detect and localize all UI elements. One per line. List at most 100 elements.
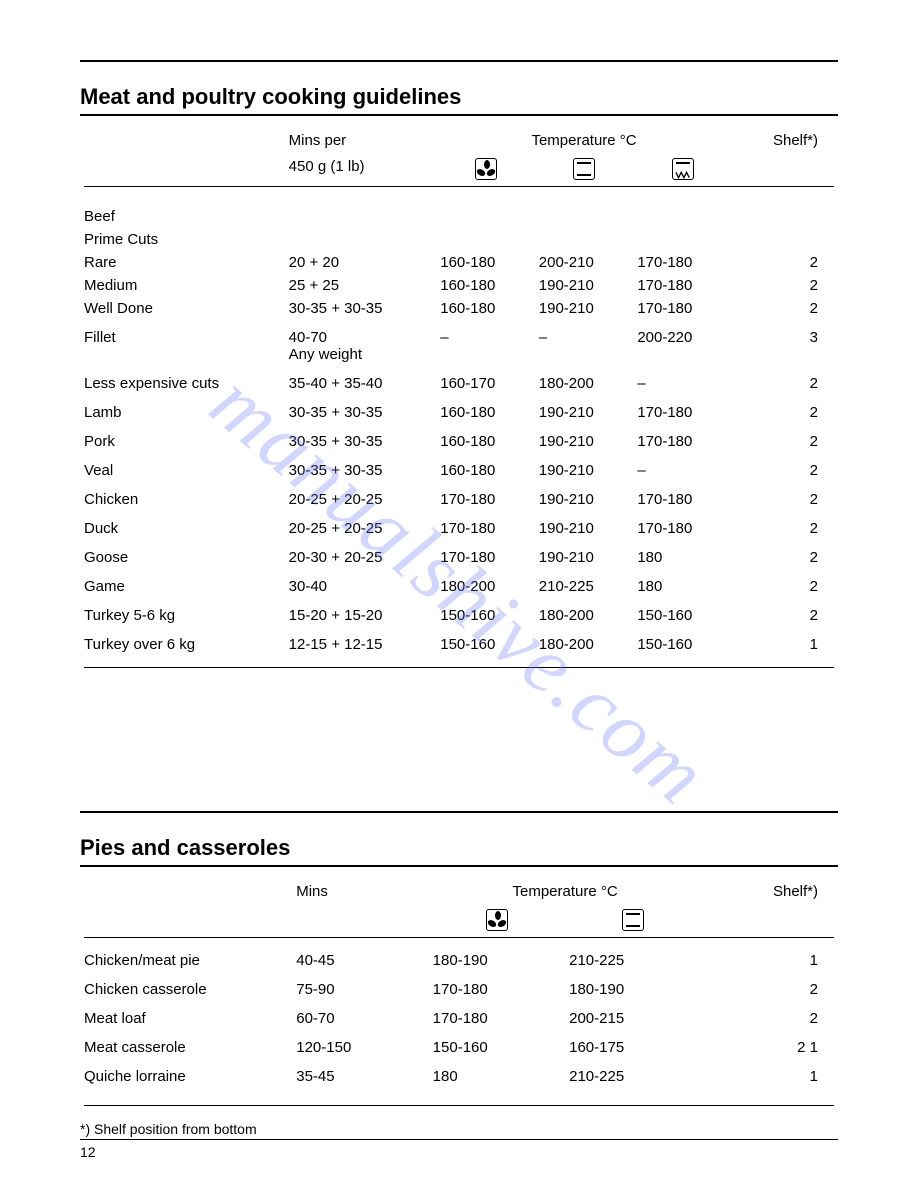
cell-label: Meat loaf: [80, 1007, 292, 1030]
cell-mins: 40-45: [292, 949, 428, 972]
page-number-rule: [80, 1139, 838, 1140]
section-gap: [80, 671, 838, 811]
cell-mins: 30-40: [285, 575, 437, 598]
cell-mins: 30-35 + 30-35: [285, 401, 437, 424]
table-row: Duck20-25 + 20-25170-180190-210170-1802: [80, 517, 838, 540]
hdr-mins: Mins per: [285, 126, 437, 152]
cell-label: Turkey 5-6 kg: [80, 604, 285, 627]
cell-t2: 160-175: [565, 1036, 701, 1059]
cell-shelf: 2: [732, 401, 838, 424]
cell-t2: 200-210: [535, 251, 634, 274]
table-header-row2: [80, 903, 838, 934]
conventional-icon: [573, 158, 595, 180]
cell-t2: 190-210: [535, 401, 634, 424]
section2-title-rule: [80, 865, 838, 867]
cell-t3: 170-180: [633, 401, 732, 424]
cell-t1: 180: [429, 1065, 565, 1088]
table-row: Well Done30-35 + 30-35160-180190-210170-…: [80, 297, 838, 320]
table-row: Turkey over 6 kg12-15 + 12-15150-160180-…: [80, 633, 838, 656]
cell-shelf: 1: [702, 949, 838, 972]
group-prime: Prime Cuts: [80, 228, 285, 251]
cell-shelf: 2: [732, 488, 838, 511]
cell-t3: –: [633, 459, 732, 482]
table-row: Rare20 + 20160-180200-210170-1802: [80, 251, 838, 274]
cell-label: Chicken/meat pie: [80, 949, 292, 972]
pies-casseroles-table: Mins Temperature °C Shelf*) Chicken/meat…: [80, 877, 838, 1109]
cell-t2: 200-215: [565, 1007, 701, 1030]
cell-t1: 180-200: [436, 575, 535, 598]
table-row: Chicken casserole75-90170-180180-1902: [80, 978, 838, 1001]
cell-mins: 60-70: [292, 1007, 428, 1030]
cell-shelf: 2: [702, 978, 838, 1001]
table-row: Meat casserole120-150150-160160-1752 1: [80, 1036, 838, 1059]
cell-mins: 20 + 20: [285, 251, 437, 274]
table-row: Meat loaf60-70170-180200-2152: [80, 1007, 838, 1030]
cell-shelf: 2 1: [702, 1036, 838, 1059]
table-row: Lamb30-35 + 30-35160-180190-210170-1802: [80, 401, 838, 424]
hdr-temp: Temperature °C: [436, 126, 732, 152]
cell-shelf: 2: [732, 575, 838, 598]
meat-poultry-table: Mins per Temperature °C Shelf*) 450 g (1…: [80, 126, 838, 671]
cell-t2: 190-210: [535, 297, 634, 320]
cell-t3: –: [633, 372, 732, 395]
cell-mins: 40-70Any weight: [285, 326, 437, 366]
cell-t1: 160-180: [436, 401, 535, 424]
cell-t2: 210-225: [565, 949, 701, 972]
cell-t2: 180-200: [535, 633, 634, 656]
cell-shelf: 2: [732, 604, 838, 627]
cell-t3: 170-180: [633, 430, 732, 453]
page-top-rule: [80, 60, 838, 62]
cell-t2: 210-225: [565, 1065, 701, 1088]
table-row: Beef: [80, 198, 838, 228]
grill-icon: [672, 158, 694, 180]
cell-t1: 160-180: [436, 297, 535, 320]
cell-t1: 170-180: [436, 517, 535, 540]
cell-t1: 160-170: [436, 372, 535, 395]
cell-t1: 170-180: [429, 978, 565, 1001]
cell-shelf: 2: [732, 372, 838, 395]
cell-t1: 160-180: [436, 459, 535, 482]
cell-shelf: 2: [732, 546, 838, 569]
cell-mins: 30-35 + 30-35: [285, 430, 437, 453]
cell-t3: 170-180: [633, 274, 732, 297]
section2-title: Pies and casseroles: [80, 835, 838, 861]
cell-mins: 30-35 + 30-35: [285, 297, 437, 320]
table-row: Goose20-30 + 20-25170-180190-2101802: [80, 546, 838, 569]
cell-mins: 12-15 + 12-15: [285, 633, 437, 656]
cell-t1: 160-180: [436, 251, 535, 274]
cell-mins: 35-45: [292, 1065, 428, 1088]
cell-t3: 150-160: [633, 633, 732, 656]
cell-t2: 190-210: [535, 488, 634, 511]
hdr-temp: Temperature °C: [429, 877, 702, 903]
table-row: Chicken/meat pie40-45180-190210-2251: [80, 949, 838, 972]
cell-shelf: 2: [732, 430, 838, 453]
table-row: Game30-40180-200210-2251802: [80, 575, 838, 598]
cell-mins: 35-40 + 35-40: [285, 372, 437, 395]
cell-t3: 180: [633, 575, 732, 598]
cell-t2: 190-210: [535, 274, 634, 297]
cell-label: Rare: [80, 251, 285, 274]
cell-t1: 150-160: [429, 1036, 565, 1059]
cell-t2: 180-200: [535, 372, 634, 395]
cell-t3: 170-180: [633, 517, 732, 540]
cell-label: Fillet: [80, 326, 285, 366]
cell-t2: 180-200: [535, 604, 634, 627]
cell-label: Well Done: [80, 297, 285, 320]
cell-label: Medium: [80, 274, 285, 297]
hdr-mins: Mins: [292, 877, 428, 903]
cell-t2: 180-190: [565, 978, 701, 1001]
cell-mins: 20-25 + 20-25: [285, 517, 437, 540]
fan-icon: [486, 909, 508, 931]
cell-t3: 170-180: [633, 488, 732, 511]
table-row: Less expensive cuts35-40 + 35-40160-1701…: [80, 372, 838, 395]
cell-label: Less expensive cuts: [80, 372, 285, 395]
fan-icon: [475, 158, 497, 180]
cell-label: Duck: [80, 517, 285, 540]
page-number: 12: [80, 1144, 96, 1160]
cell-t1: 180-190: [429, 949, 565, 972]
page: manualshive.com Meat and poultry cooking…: [0, 0, 918, 1188]
table-header-row2: 450 g (1 lb): [80, 152, 838, 183]
cell-shelf: 2: [732, 251, 838, 274]
cell-mins: 120-150: [292, 1036, 428, 1059]
table-header-row1: Mins per Temperature °C Shelf*): [80, 126, 838, 152]
